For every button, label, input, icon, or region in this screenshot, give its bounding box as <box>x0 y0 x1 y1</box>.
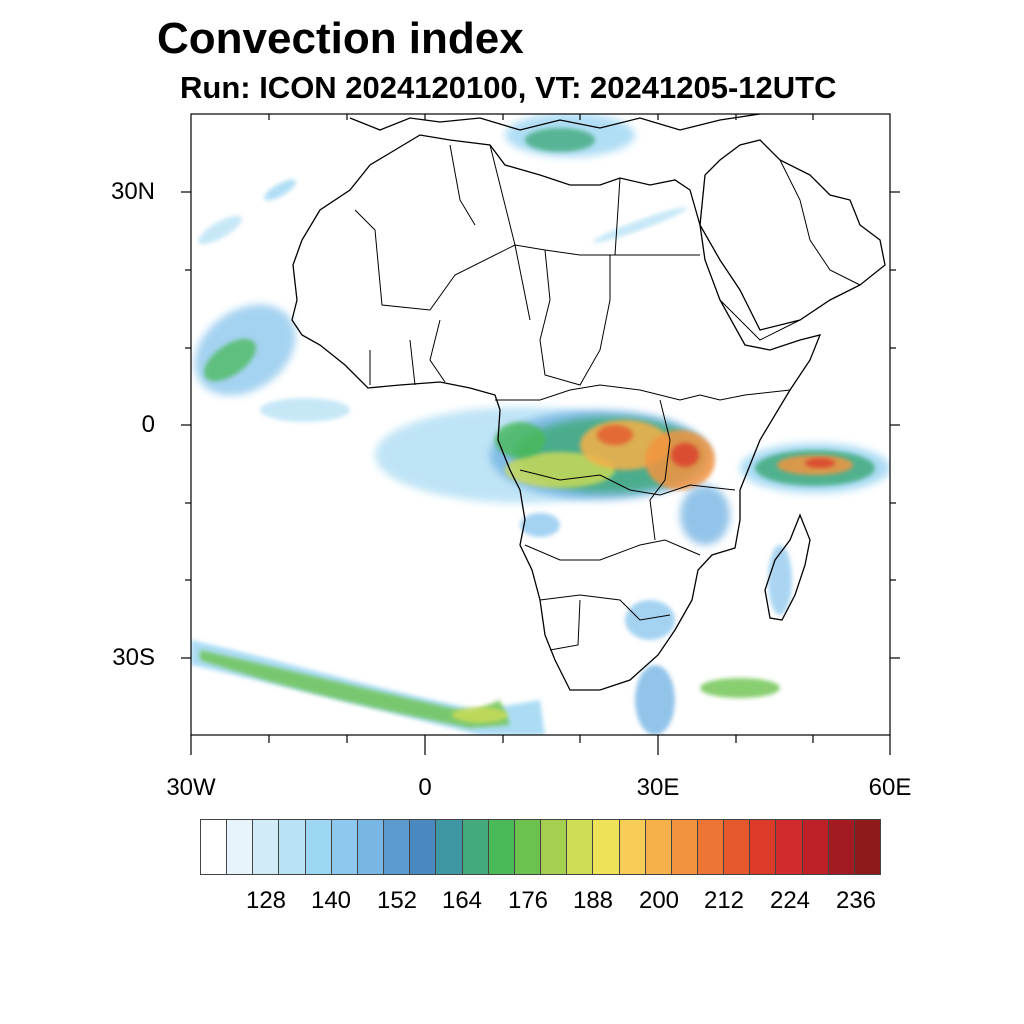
colorbar-swatch-15 <box>593 820 620 874</box>
colorbar-swatch-21 <box>750 820 777 874</box>
axis-ticks <box>181 114 900 755</box>
coastlines <box>291 114 886 691</box>
chart-title: Convection index <box>157 14 524 63</box>
colorbar-swatch-16 <box>619 820 646 874</box>
lat-label-30s: 30S <box>112 644 155 671</box>
field-south-africa <box>260 398 792 735</box>
colorbar-swatch-23 <box>802 820 829 874</box>
colorbar-swatch-3 <box>279 820 306 874</box>
colorbar-swatch-8 <box>410 820 437 874</box>
lon-label-30w: 30W <box>166 774 216 801</box>
field-west-atlantic <box>194 179 296 396</box>
lon-label-0: 0 <box>418 774 432 801</box>
colorbar-swatch-4 <box>305 820 332 874</box>
colorbar-label-188: 188 <box>572 887 614 914</box>
colorbar-swatch-2 <box>253 820 280 874</box>
colorbar-swatch-9 <box>436 820 463 874</box>
europe-coast <box>349 114 761 131</box>
colorbar-swatch-13 <box>541 820 568 874</box>
colorbar-swatch-24 <box>828 820 855 874</box>
lon-label-60e: 60E <box>868 774 912 801</box>
colorbar-swatch-19 <box>697 820 725 874</box>
chart-subtitle: Run: ICON 2024120100, VT: 20241205-12UTC <box>180 70 837 105</box>
colorbar-label-176: 176 <box>507 887 549 914</box>
field-mediterranean <box>505 114 688 243</box>
lon-label-30e: 30E <box>636 774 680 801</box>
colorbar-swatch-0 <box>201 820 228 874</box>
arabia-coast <box>699 139 886 331</box>
colorbar-swatch-11 <box>488 820 515 874</box>
convection-field <box>191 114 890 735</box>
lat-label-30n: 30N <box>110 178 155 205</box>
colorbar-label-128: 128 <box>245 887 287 914</box>
colorbar-label-152: 152 <box>376 887 418 914</box>
colorbar-swatch-18 <box>671 820 698 874</box>
field-central-africa <box>375 407 730 545</box>
africa-coast <box>291 134 822 691</box>
colorbar-swatch-20 <box>724 820 751 874</box>
colorbar-swatch-17 <box>645 820 672 874</box>
colorbar-swatch-1 <box>227 820 254 874</box>
colorbar-label-236: 236 <box>835 887 877 914</box>
colorbar-swatch-6 <box>357 820 385 874</box>
colorbar-swatch-12 <box>514 820 542 874</box>
colorbar <box>200 819 881 875</box>
field-southern-ocean <box>191 640 545 735</box>
colorbar-label-140: 140 <box>310 887 352 914</box>
madagascar <box>764 513 811 621</box>
lat-label-0: 0 <box>141 411 155 438</box>
colorbar-swatch-10 <box>462 820 489 874</box>
colorbar-swatch-25 <box>854 820 881 874</box>
colorbar-swatch-14 <box>567 820 594 874</box>
colorbar-label-224: 224 <box>769 887 811 914</box>
colorbar-swatch-5 <box>331 820 358 874</box>
colorbar-label-164: 164 <box>441 887 483 914</box>
field-indian-ocean <box>740 443 890 493</box>
colorbar-swatch-22 <box>776 820 803 874</box>
colorbar-swatch-7 <box>384 820 411 874</box>
colorbar-label-212: 212 <box>703 887 745 914</box>
colorbar-label-200: 200 <box>638 887 680 914</box>
country-borders <box>354 144 861 651</box>
